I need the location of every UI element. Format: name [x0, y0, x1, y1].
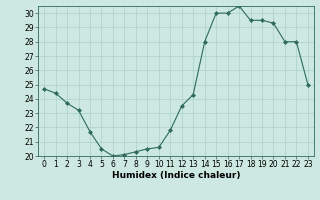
X-axis label: Humidex (Indice chaleur): Humidex (Indice chaleur)	[112, 171, 240, 180]
